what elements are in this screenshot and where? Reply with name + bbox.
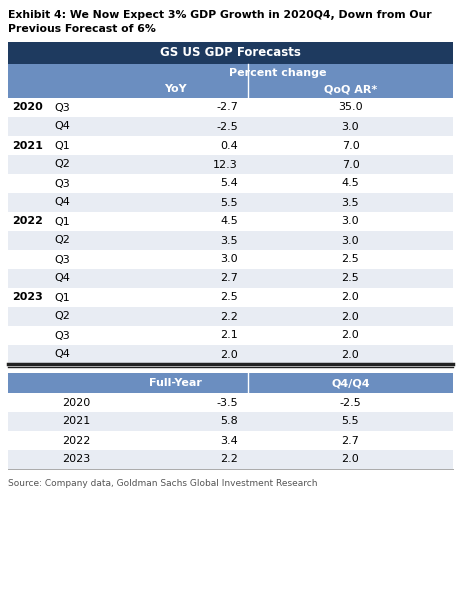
Bar <box>8 393 453 412</box>
Text: -2.5: -2.5 <box>216 121 238 131</box>
Text: Percent change: Percent change <box>229 67 327 77</box>
Bar <box>8 231 453 250</box>
Bar <box>8 250 453 269</box>
Bar <box>8 431 453 450</box>
Text: Q4: Q4 <box>54 349 70 359</box>
Bar <box>8 136 453 155</box>
Text: -3.5: -3.5 <box>216 397 238 407</box>
Text: 2.7: 2.7 <box>220 274 238 283</box>
Text: 2.0: 2.0 <box>342 311 360 322</box>
Text: 5.5: 5.5 <box>220 197 238 208</box>
Bar <box>8 326 453 345</box>
Text: 3.5: 3.5 <box>342 197 359 208</box>
Bar <box>8 64 453 81</box>
Text: 5.4: 5.4 <box>220 179 238 188</box>
Text: 2.0: 2.0 <box>342 331 360 340</box>
Text: Q3: Q3 <box>54 254 70 265</box>
Text: Q1: Q1 <box>54 292 70 302</box>
Text: Q3: Q3 <box>54 179 70 188</box>
Text: 0.4: 0.4 <box>220 140 238 151</box>
Text: 7.0: 7.0 <box>342 160 360 169</box>
Bar <box>8 373 453 393</box>
Text: Source: Company data, Goldman Sachs Global Investment Research: Source: Company data, Goldman Sachs Glob… <box>8 479 318 488</box>
Text: Q1: Q1 <box>54 217 70 226</box>
Bar <box>8 193 453 212</box>
Text: Q3: Q3 <box>54 331 70 340</box>
Text: 2.5: 2.5 <box>342 274 360 283</box>
Text: 2023: 2023 <box>12 292 43 302</box>
Text: Q2: Q2 <box>54 311 70 322</box>
Bar <box>8 269 453 288</box>
Text: 12.3: 12.3 <box>213 160 238 169</box>
Bar <box>8 117 453 136</box>
Text: Full-Year: Full-Year <box>149 378 202 388</box>
Bar <box>8 81 453 98</box>
Text: Q4: Q4 <box>54 274 70 283</box>
Text: Q4: Q4 <box>54 197 70 208</box>
Text: 2.7: 2.7 <box>342 436 360 445</box>
Bar <box>8 212 453 231</box>
Text: 3.0: 3.0 <box>342 217 359 226</box>
Text: 2022: 2022 <box>12 217 43 226</box>
Bar <box>8 412 453 431</box>
Text: 3.4: 3.4 <box>220 436 238 445</box>
Text: 5.8: 5.8 <box>220 416 238 427</box>
Text: Previous Forecast of 6%: Previous Forecast of 6% <box>8 24 156 34</box>
Text: -2.5: -2.5 <box>340 397 361 407</box>
Bar <box>8 288 453 307</box>
Text: QoQ AR*: QoQ AR* <box>324 85 377 94</box>
Text: Q4: Q4 <box>54 121 70 131</box>
Text: Q3: Q3 <box>54 103 70 113</box>
Text: Q2: Q2 <box>54 235 70 245</box>
Text: 2.0: 2.0 <box>220 349 238 359</box>
Text: 2021: 2021 <box>62 416 91 427</box>
Text: 2.2: 2.2 <box>220 455 238 464</box>
Text: 2.5: 2.5 <box>220 292 238 302</box>
Text: 2.0: 2.0 <box>342 455 360 464</box>
Text: YoY: YoY <box>164 85 187 94</box>
Text: 2.0: 2.0 <box>342 292 360 302</box>
Text: 5.5: 5.5 <box>342 416 359 427</box>
Bar <box>8 307 453 326</box>
Bar <box>8 98 453 117</box>
Text: 2.5: 2.5 <box>342 254 360 265</box>
Text: 3.0: 3.0 <box>342 121 359 131</box>
Bar <box>8 450 453 469</box>
Text: 2.1: 2.1 <box>220 331 238 340</box>
Text: 3.5: 3.5 <box>220 235 238 245</box>
Text: 35.0: 35.0 <box>338 103 363 113</box>
Bar <box>8 155 453 174</box>
Text: 2.0: 2.0 <box>342 349 360 359</box>
Text: 2022: 2022 <box>62 436 91 445</box>
Text: 4.5: 4.5 <box>220 217 238 226</box>
Text: 2020: 2020 <box>12 103 43 113</box>
Text: 2021: 2021 <box>12 140 43 151</box>
Text: Exhibit 4: We Now Expect 3% GDP Growth in 2020Q4, Down from Our: Exhibit 4: We Now Expect 3% GDP Growth i… <box>8 10 431 20</box>
Text: Q1: Q1 <box>54 140 70 151</box>
Text: Q2: Q2 <box>54 160 70 169</box>
Text: GS US GDP Forecasts: GS US GDP Forecasts <box>160 46 301 59</box>
Text: 3.0: 3.0 <box>342 235 359 245</box>
Text: 2020: 2020 <box>62 397 91 407</box>
Bar <box>8 345 453 364</box>
Text: 7.0: 7.0 <box>342 140 360 151</box>
Text: 4.5: 4.5 <box>342 179 360 188</box>
Text: Q4/Q4: Q4/Q4 <box>331 378 370 388</box>
Bar <box>8 42 453 64</box>
Text: 2023: 2023 <box>62 455 91 464</box>
Text: 3.0: 3.0 <box>220 254 238 265</box>
Bar <box>8 174 453 193</box>
Text: -2.7: -2.7 <box>216 103 238 113</box>
Text: 2.2: 2.2 <box>220 311 238 322</box>
